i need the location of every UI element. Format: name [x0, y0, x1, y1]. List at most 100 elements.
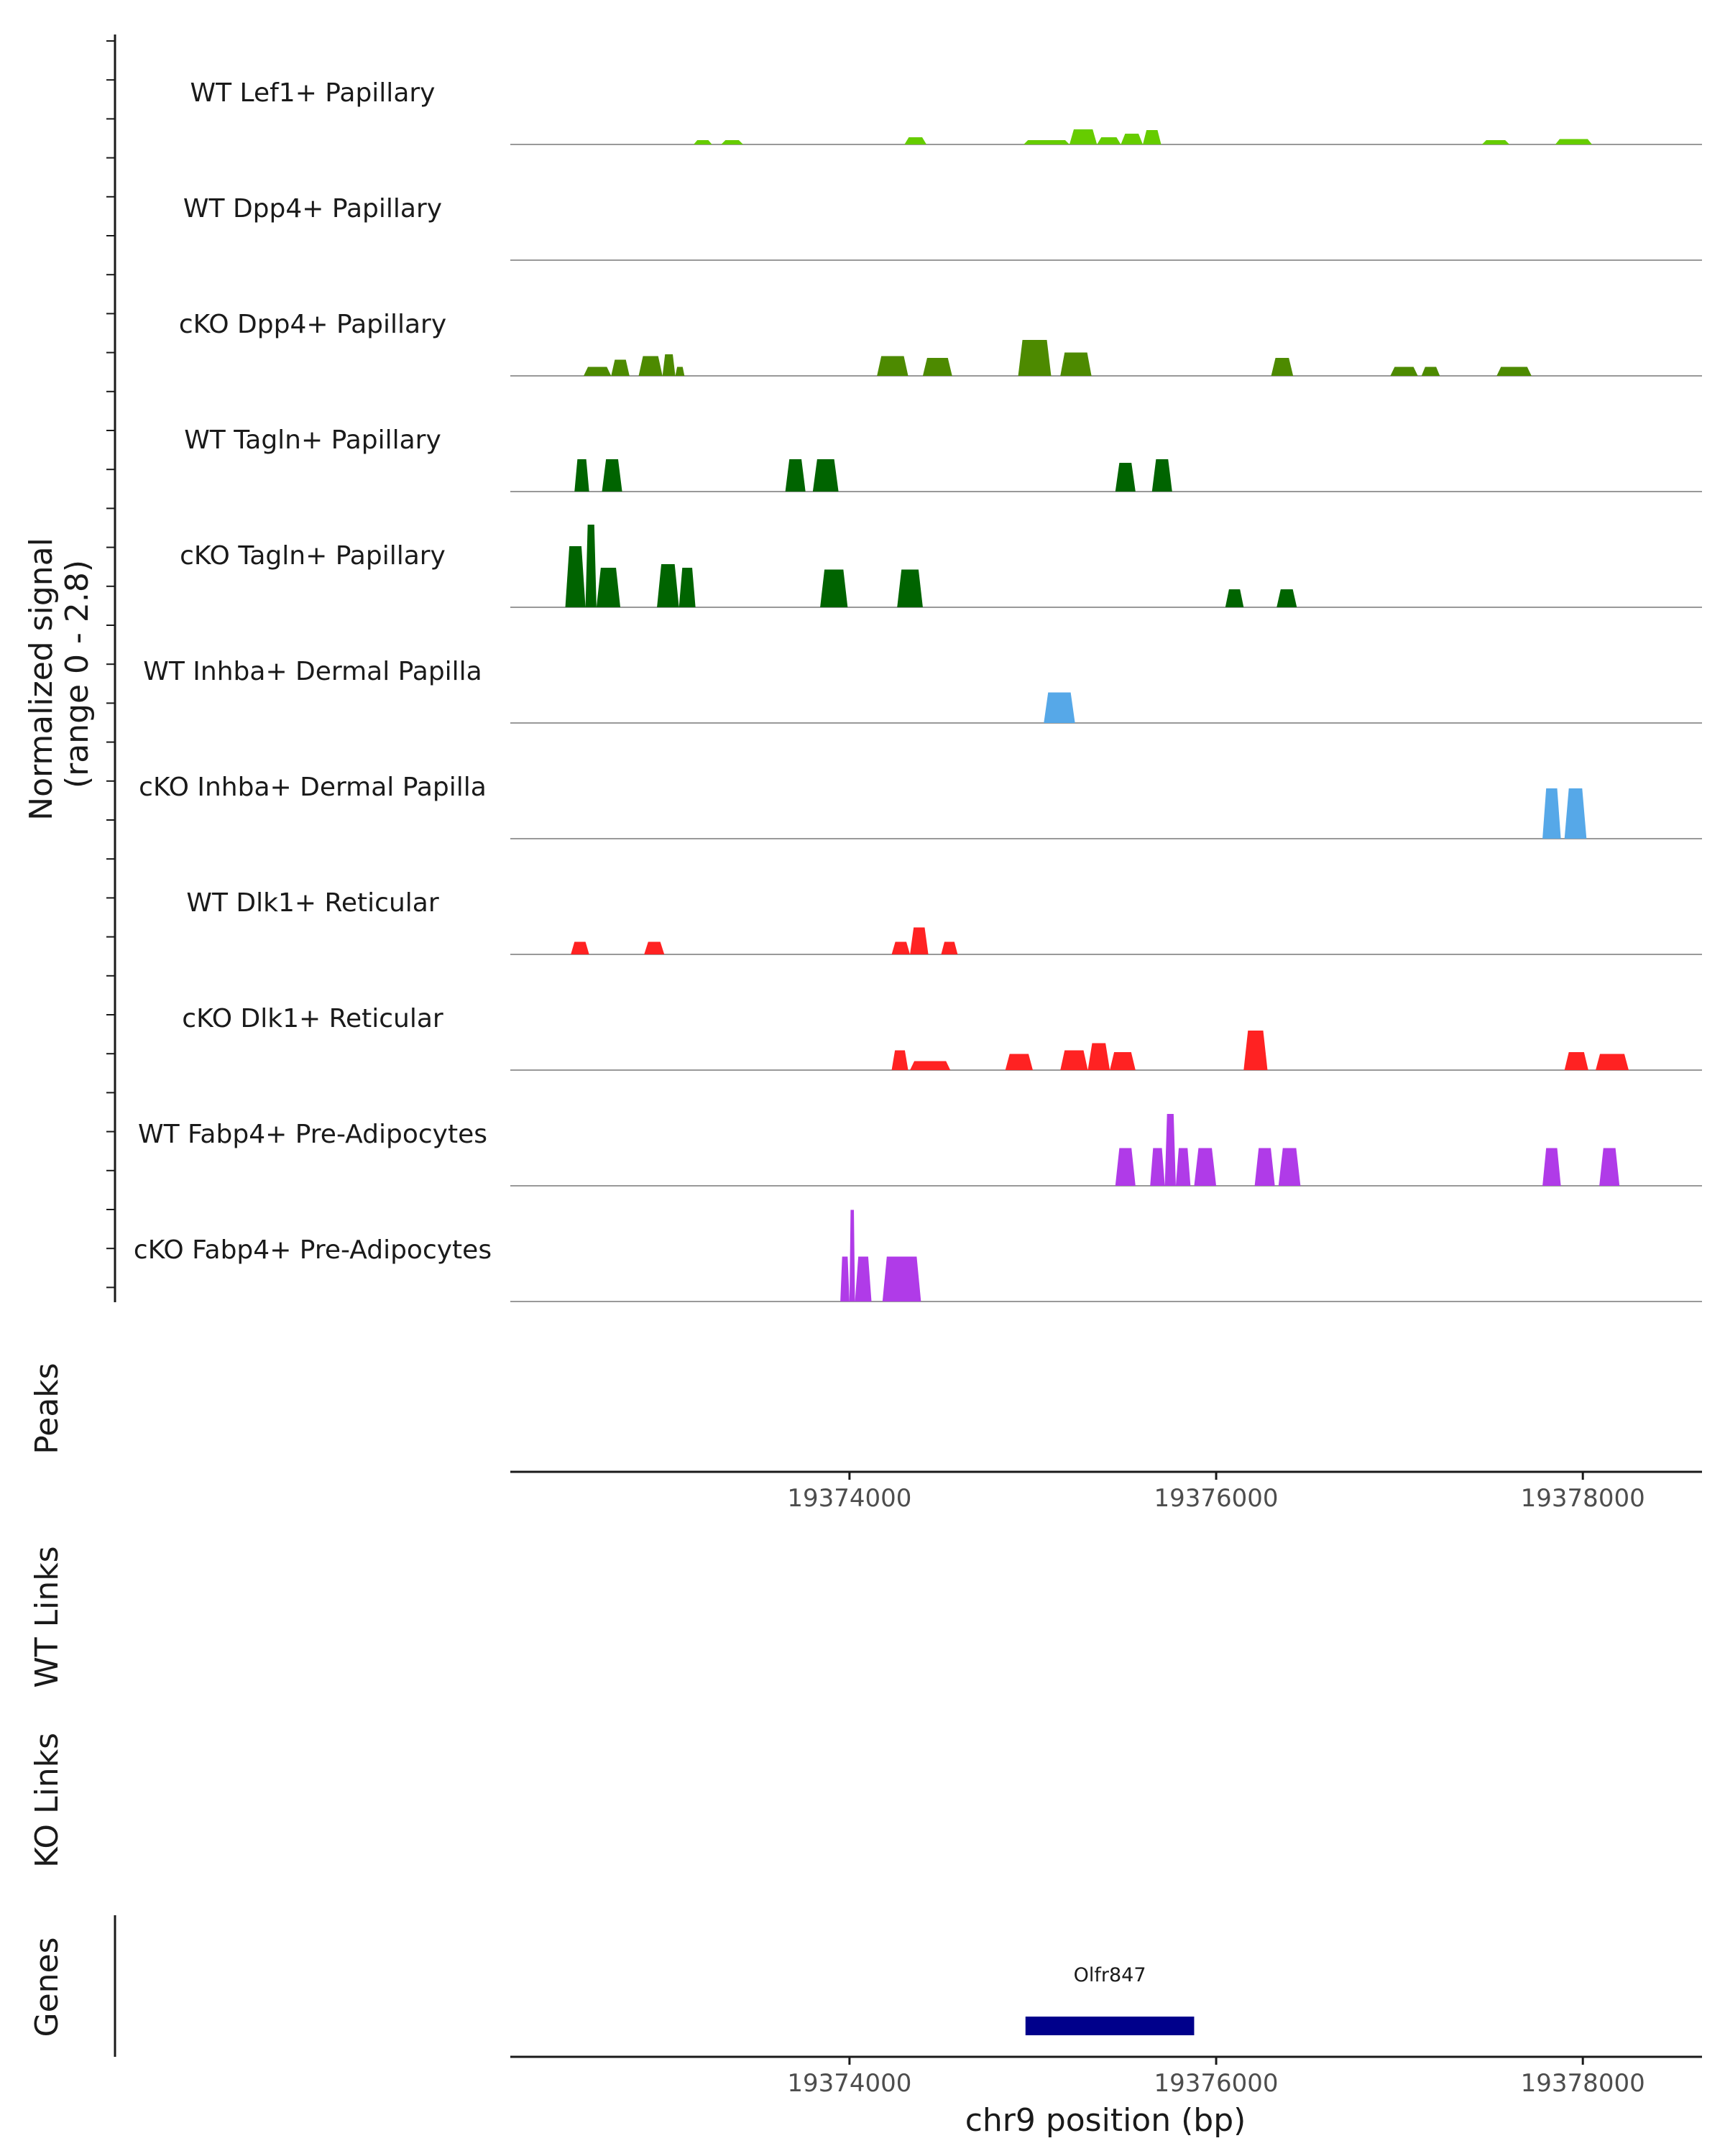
signal-peak: [877, 356, 908, 376]
signal-peak: [1564, 1052, 1588, 1070]
x-axis-title: chr9 position (bp): [965, 2102, 1246, 2139]
signal-peak: [602, 459, 622, 492]
signal-peak: [1225, 589, 1244, 607]
signal-peak: [1018, 340, 1052, 376]
signal-peak: [840, 1256, 850, 1302]
signal-peak: [1069, 129, 1098, 144]
signal-peak: [1115, 1148, 1136, 1186]
signal-peak: [638, 356, 663, 376]
track-label: WT Fabp4+ Pre-Adipocytes: [138, 1120, 487, 1149]
signal-peak: [678, 568, 696, 607]
genes-x-axis: 19374000 19376000 19378000: [510, 2055, 1702, 2098]
signal-peak: [904, 137, 927, 144]
track: WT Dpp4+ Papillary: [183, 194, 1702, 261]
x-tick-label: 19378000: [1521, 1484, 1645, 1513]
signal-peak: [1115, 463, 1136, 492]
signal-peak: [1005, 1054, 1033, 1070]
signal-peak: [1143, 130, 1162, 144]
x-tick-label: 19378000: [1521, 2069, 1645, 2098]
signal-peak: [1564, 788, 1587, 839]
signal-peak: [910, 1061, 951, 1070]
track: WT Lef1+ Papillary: [190, 78, 1702, 145]
signal-peak: [1599, 1148, 1620, 1186]
signal-peak: [657, 564, 679, 607]
signal-peak: [1271, 358, 1294, 376]
signal-peak: [1278, 1148, 1301, 1186]
track-label: cKO Dlk1+ Reticular: [182, 1004, 443, 1033]
peaks-panel-label: Peaks: [29, 1363, 65, 1454]
signal-peak: [812, 459, 839, 492]
signal-peak: [1390, 367, 1418, 376]
signal-peak: [1194, 1148, 1217, 1186]
gene-label: Olfr847: [1074, 1964, 1146, 1986]
signal-peak: [891, 1050, 908, 1070]
genes-panel-label: Genes: [29, 1937, 65, 2037]
signal-peak: [571, 941, 589, 954]
signal-peak: [1542, 1148, 1561, 1186]
wt-links-panel-label: WT Links: [29, 1546, 65, 1687]
signal-peak: [849, 1210, 855, 1302]
signal-peak: [897, 569, 923, 607]
signal-tracks: WT Lef1+ Papillary WT Dpp4+ Papillary cKO …: [134, 78, 1702, 1302]
track-label: WT Lef1+ Papillary: [190, 78, 436, 108]
signal-peak: [574, 459, 589, 492]
signal-peak: [1087, 1043, 1110, 1070]
signal-peak: [882, 1256, 921, 1302]
x-tick-label: 19374000: [787, 1484, 911, 1513]
track: WT Tagln+ Papillary: [184, 425, 1702, 492]
x-tick-label: 19376000: [1154, 2069, 1279, 2098]
signal-peak: [585, 525, 597, 607]
signal-peak: [662, 354, 676, 376]
track: WT Inhba+ Dermal Papilla: [143, 657, 1702, 724]
peaks-x-axis: 19374000 19376000 19378000: [510, 1470, 1702, 1513]
track-label: WT Dlk1+ Reticular: [186, 888, 438, 918]
track: WT Fabp4+ Pre-Adipocytes: [138, 1114, 1702, 1187]
signal-peak: [1110, 1052, 1136, 1070]
signal-peak: [1175, 1148, 1191, 1186]
signal-peak: [565, 546, 586, 607]
signal-peak: [1254, 1148, 1275, 1186]
signal-peak: [1481, 140, 1510, 144]
signal-peak: [1243, 1031, 1268, 1070]
x-tick-label: 19374000: [787, 2069, 911, 2098]
track: cKO Tagln+ Papillary: [180, 525, 1702, 608]
track-label: cKO Fabp4+ Pre-Adipocytes: [134, 1235, 492, 1265]
track-label: cKO Dpp4+ Papillary: [179, 310, 446, 339]
signal-peak: [675, 367, 685, 376]
signal-peak: [584, 367, 612, 376]
signal-peak: [721, 140, 743, 144]
track: cKO Dpp4+ Papillary: [179, 310, 1702, 377]
peaks-x-axis-ticks: 19374000 19376000 19378000: [787, 1472, 1645, 1513]
track-label: WT Tagln+ Papillary: [184, 425, 441, 455]
signal-peak: [922, 358, 952, 376]
signal-peak: [1121, 134, 1144, 144]
signal-peak: [910, 927, 929, 954]
signal-peak: [644, 941, 665, 954]
gene-annotations: Olfr847: [1025, 1964, 1195, 2035]
track: cKO Dlk1+ Reticular: [182, 1004, 1702, 1071]
signal-y-axis-ticks: [106, 40, 115, 1289]
gene-body: [1025, 2017, 1195, 2035]
signal-peak: [1060, 352, 1092, 376]
signal-peak: [1421, 367, 1440, 376]
signal-peak: [694, 140, 712, 144]
track-label: cKO Tagln+ Papillary: [180, 541, 446, 571]
x-tick-label: 19376000: [1154, 1484, 1279, 1513]
signal-axis-title: Normalized signal (range 0 - 2.8): [23, 528, 96, 821]
signal-peak: [1596, 1054, 1629, 1070]
signal-peak: [941, 941, 958, 954]
track-label: WT Dpp4+ Papillary: [183, 194, 442, 224]
signal-peak: [1060, 1050, 1088, 1070]
genes-x-axis-ticks: 19374000 19376000 19378000: [787, 2057, 1645, 2098]
signal-peak: [1276, 589, 1297, 607]
signal-peak: [1150, 1148, 1165, 1186]
ko-links-panel-label: KO Links: [29, 1733, 65, 1868]
signal-y-axis: [106, 34, 116, 1302]
signal-peak: [855, 1256, 872, 1302]
signal-peak: [785, 459, 806, 492]
signal-peak: [820, 569, 848, 607]
track-label: cKO Inhba+ Dermal Papilla: [139, 773, 487, 802]
track: cKO Inhba+ Dermal Papilla: [139, 773, 1702, 839]
track: cKO Fabp4+ Pre-Adipocytes: [134, 1210, 1702, 1302]
